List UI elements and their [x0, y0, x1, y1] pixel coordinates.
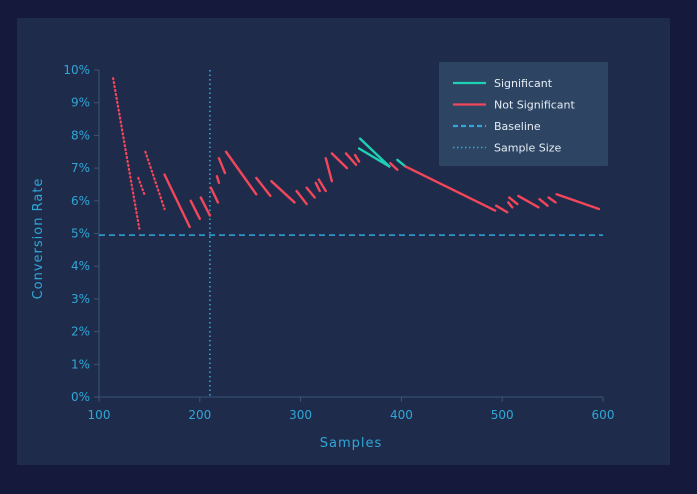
not-significant-segment [507, 201, 514, 209]
significant-segment [396, 158, 407, 168]
axes: 0% 1% 2% 3% 4% 5% 6% 7% 8% 9% 10% 100 200 300 400 500 60… [31, 63, 614, 451]
not-significant-segment [209, 186, 220, 204]
legend-label: Baseline [494, 120, 541, 133]
not-significant-segment [255, 176, 272, 198]
y-tick-label: 7% [71, 161, 90, 175]
x-tick-label: 400 [390, 408, 413, 422]
y-tick-label: 2% [71, 325, 90, 339]
not-significant-segment [404, 165, 497, 212]
y-tick-label: 9% [71, 96, 90, 110]
not-significant-segment [508, 196, 519, 206]
not-significant-segment [353, 153, 361, 163]
legend-label: Not Significant [494, 99, 576, 112]
x-tick-label: 500 [491, 408, 514, 422]
not-significant-segment [538, 197, 549, 207]
not-significant-segment [517, 194, 540, 209]
y-tick-label: 5% [71, 227, 90, 241]
x-tick-label: 200 [188, 408, 211, 422]
conversion-chart: 0% 1% 2% 3% 4% 5% 6% 7% 8% 9% 10% 100 200 300 400 500 60… [31, 62, 614, 451]
not-significant-segment [330, 152, 349, 170]
not-significant-segment [344, 152, 358, 167]
not-significant-segment [317, 178, 327, 193]
y-tick-label: 1% [71, 357, 90, 371]
not-significant-segment [494, 204, 509, 214]
y-tick-label: 10% [63, 63, 90, 77]
significant-segment [357, 147, 391, 168]
x-tick-label: 300 [289, 408, 312, 422]
x-axis-title: Samples [320, 436, 383, 451]
not-significant-segment [189, 199, 202, 220]
series-lines [112, 77, 601, 230]
not-significant-segment [224, 150, 258, 196]
not-significant-segment [324, 157, 334, 183]
not-significant-segment [389, 161, 399, 171]
not-significant-segment [217, 157, 227, 175]
y-axis-title: Conversion Rate [31, 178, 46, 300]
not-significant-segment [137, 176, 146, 196]
not-significant-segment [144, 150, 166, 211]
legend-label: Sample Size [494, 142, 562, 155]
y-tick-label: 0% [71, 390, 90, 404]
not-significant-segment [270, 179, 296, 204]
legend-label: Significant [494, 77, 553, 90]
reference-lines [99, 70, 603, 397]
y-tick-label: 8% [71, 128, 90, 142]
not-significant-segment [295, 189, 308, 206]
not-significant-segment [555, 193, 601, 211]
legend-box [439, 62, 608, 166]
not-significant-segment [112, 77, 141, 230]
not-significant-segment [215, 175, 221, 185]
not-significant-segment [163, 173, 191, 229]
not-significant-segment [314, 181, 321, 193]
x-tick-label: 100 [88, 408, 111, 422]
x-tick-label: 600 [592, 408, 615, 422]
not-significant-segment [305, 186, 316, 199]
y-tick-label: 6% [71, 194, 90, 208]
chart-panel: 0% 1% 2% 3% 4% 5% 6% 7% 8% 9% 10% 100 200 300 400 500 60… [17, 18, 670, 465]
significant-segment [358, 137, 391, 168]
not-significant-segment [547, 196, 557, 204]
not-significant-segment [199, 196, 212, 217]
y-tick-label: 4% [71, 259, 90, 273]
legend: Significant Not Significant Baseline Sample… [439, 62, 608, 166]
y-tick-label: 3% [71, 292, 90, 306]
